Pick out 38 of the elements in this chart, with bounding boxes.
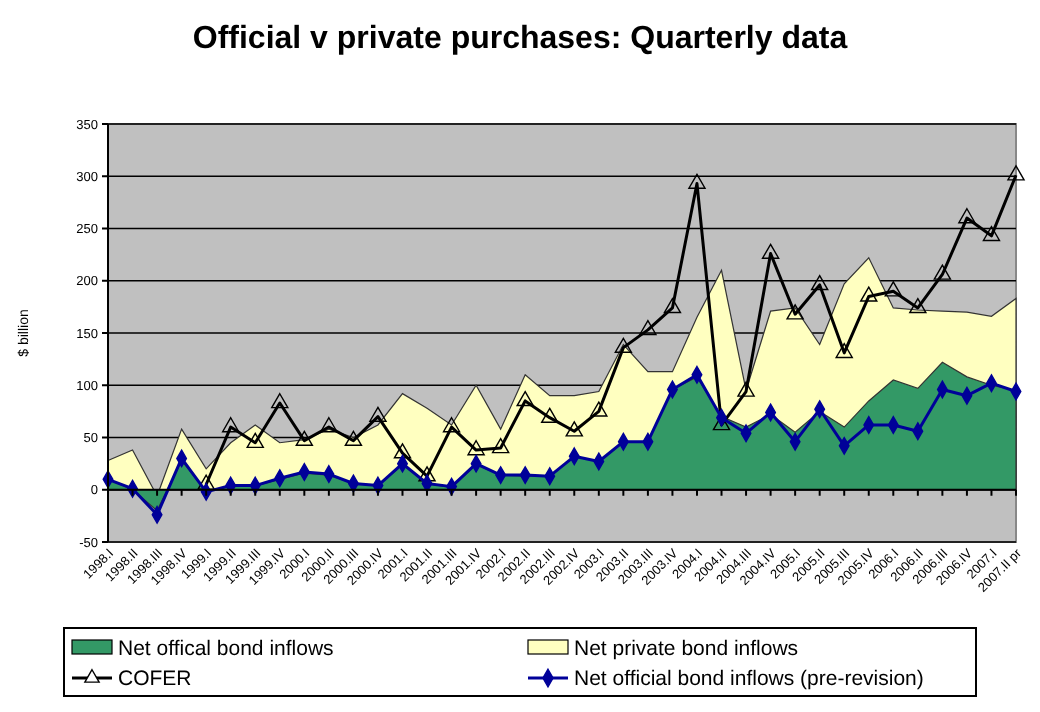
point [884,281,903,297]
point [1007,165,1025,181]
legend-label: COFER [118,667,193,692]
point [516,390,534,407]
point [639,319,657,336]
point [295,430,314,446]
point [810,274,829,291]
point [246,432,264,449]
point [344,430,363,446]
point [835,342,853,359]
point [467,440,485,456]
chart-title: Official v private purchases: Quarterly data [192,22,848,56]
point [786,304,804,320]
point [688,173,706,189]
point [761,243,780,259]
point [320,417,338,433]
point [393,443,412,459]
point [737,381,755,397]
point [221,417,240,433]
point [197,474,215,490]
point [418,466,436,482]
point [982,225,1001,242]
legend-label: Net official bond inflows (pre-revision) [574,667,924,692]
point [271,393,289,409]
point [565,421,584,437]
point [958,208,976,224]
point [614,337,633,353]
point [369,406,387,422]
legend-label: Net private bond inflows [574,637,799,662]
point [590,401,608,417]
point [442,417,461,433]
point [491,437,510,454]
point [933,264,952,280]
point [663,297,682,314]
point [860,286,878,302]
legend-label: Net offical bond inflows [118,637,334,662]
point [540,407,559,423]
point [909,297,927,314]
